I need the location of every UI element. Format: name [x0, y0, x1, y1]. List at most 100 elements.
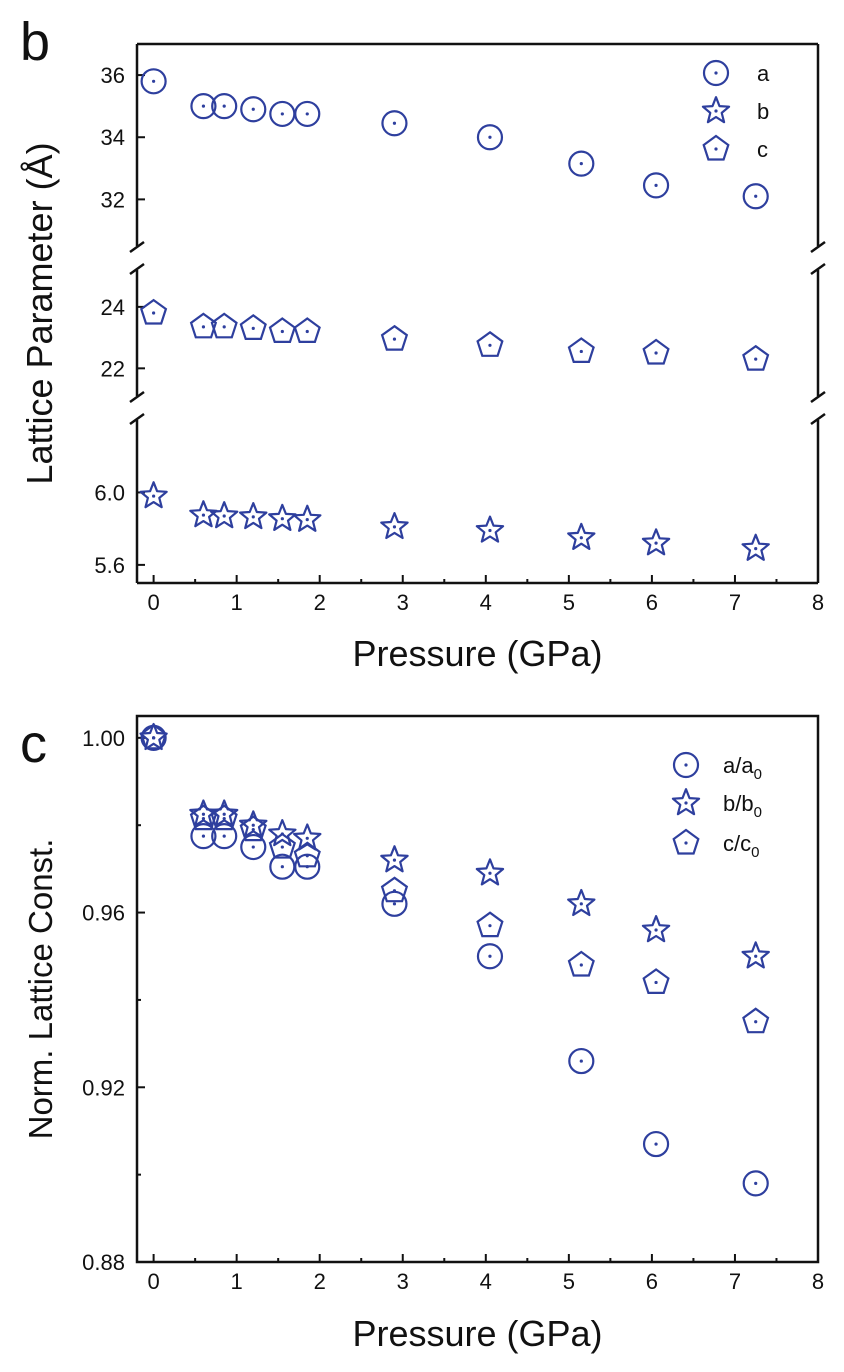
panel-c-point-star-dot	[152, 736, 156, 740]
panel-b-point-a-shape	[568, 150, 595, 177]
panel-c-point-pentagon	[567, 950, 595, 977]
panel-b-point-c-dot	[305, 329, 309, 334]
panel-c-point-circle-shape	[240, 833, 267, 861]
panel-c-point-circle-shape	[742, 1170, 769, 1197]
panel-b-point-a-shape	[381, 110, 408, 137]
panel-c-point-pentagon-dot	[305, 854, 309, 858]
panel-c-point-star-shape	[139, 722, 168, 751]
panel-b-point-a-shape	[742, 183, 769, 210]
panel-c-point-star	[293, 823, 322, 851]
panel-c-point-circle-shape	[211, 823, 238, 850]
panel-b-point-c-shape	[642, 338, 670, 365]
panel-c-point-star-shape	[741, 941, 770, 969]
panel-c-point-circle-shape	[190, 823, 217, 850]
panel-b-point-a-dot	[280, 112, 284, 116]
panel-c-xtick-label: 0	[147, 1269, 159, 1294]
panel-c-point-pentagon-dot	[251, 827, 255, 832]
panel-b-point-a-dot	[201, 104, 206, 108]
panel-b-legend-label-a: a	[757, 61, 770, 86]
panel-b-point-b-shape	[380, 511, 409, 540]
panel-c-point-pentagon-shape	[742, 1007, 770, 1034]
panel-b-point-a-dot	[654, 183, 658, 187]
panel-c-point-star	[741, 941, 770, 969]
panel-c-ytick-label: 1.00	[82, 726, 125, 751]
panel-c-point-pentagon-shape	[567, 950, 595, 977]
panel-b-point-b	[741, 533, 770, 561]
panel-c-xtick-label: 1	[231, 1269, 243, 1294]
panel-c-point-star-dot	[392, 858, 397, 862]
panel-c-point-pentagon-dot	[488, 924, 492, 928]
panel-c-point-star	[268, 818, 297, 847]
panel-b-break-mark-1-1a	[810, 390, 826, 404]
panel-b-point-a	[240, 96, 267, 123]
panel-c-x-axis-title: Pressure (GPa)	[352, 1313, 602, 1354]
panel-b-ytick-label: 34	[101, 125, 125, 150]
panel-b-point-c	[742, 344, 770, 371]
panel-c-point-pentagon	[476, 911, 504, 938]
panel-b-point-a	[381, 110, 408, 137]
panel-c-point-star-shape	[380, 845, 409, 873]
panel-b-point-c-dot	[754, 357, 758, 361]
panel-c-legend-marker-pentagon-shape	[672, 828, 700, 855]
panel-b-break-mark-1-0a	[129, 390, 145, 404]
panel-b-point-c	[268, 317, 296, 343]
panel-b-xtick-label: 6	[646, 590, 658, 615]
panel-b-point-a	[476, 124, 504, 151]
panel-c-point-pentagon-shape	[140, 723, 168, 750]
panel-c-xtick-label: 3	[397, 1269, 409, 1294]
panel-b-point-b	[293, 504, 322, 532]
panel-c-point-circle-dot	[251, 845, 255, 849]
panel-b-ytick-label: 24	[101, 295, 125, 320]
panel-b-point-c-shape	[380, 324, 409, 351]
panel-b-point-c-dot	[280, 329, 284, 334]
panel-b-point-c	[567, 337, 595, 363]
panel-c-xtick-label: 4	[480, 1269, 492, 1294]
panel-c-legend-marker-pentagon	[672, 828, 700, 855]
panel-b-point-a-dot	[754, 194, 758, 198]
panel-c-xtick-label: 7	[729, 1269, 741, 1294]
panel-b-point-b-shape	[268, 503, 297, 532]
panel-c-point-pentagon-shape	[380, 876, 409, 903]
panel-b-legend-label-c: c	[757, 137, 768, 162]
panel-c-point-star-shape	[567, 888, 596, 917]
panel-b-point-c-shape	[742, 344, 770, 371]
panel-b-point-a-shape	[476, 124, 504, 151]
panel-b-ytick-label: 5.6	[94, 553, 125, 578]
panel-c-point-pentagon-dot	[754, 1020, 758, 1024]
panel-c-point-circle-shape	[642, 1130, 670, 1158]
panel-b-xtick-label: 8	[812, 590, 824, 615]
panel-b-point-a	[140, 68, 167, 95]
panel-c-point-star-dot	[201, 812, 206, 816]
panel-b-point-b-shape	[139, 481, 168, 509]
panel-b-ytick-label: 22	[101, 356, 125, 381]
panel-b-break-mark-0-1b	[810, 262, 826, 276]
panel-b-ytick-label: 6.0	[94, 480, 125, 505]
panel-c-point-star	[567, 888, 596, 917]
panel-c-point-pentagon-dot	[280, 845, 284, 849]
panel-c-point-star-shape	[239, 810, 268, 838]
panel-b-point-a-dot	[305, 112, 309, 116]
panel-c-point-circle-dot	[654, 1142, 658, 1146]
panel-b-point-a	[642, 172, 670, 199]
panel-c-legend-label-main: b/b	[723, 791, 754, 816]
panel-c-point-circle-shape	[476, 943, 504, 970]
panel-b-point-a-shape	[211, 93, 238, 120]
panel-c-point-pentagon-dot	[201, 817, 206, 821]
panel-c-legend-label-circle: a/a0	[723, 753, 762, 783]
panel-b-point-a-dot	[579, 162, 583, 166]
panel-b-point-b-shape	[210, 501, 239, 529]
panel-c-point-circle-dot	[754, 1181, 758, 1185]
panel-c-ytick-label: 0.92	[82, 1075, 125, 1100]
panel-b-point-a	[269, 100, 296, 128]
panel-c-point-circle	[742, 1170, 769, 1197]
panel-b-point-a-shape	[294, 100, 321, 128]
panel-c-point-star	[210, 799, 239, 827]
panel-b-point-c-dot	[222, 325, 226, 329]
panel-c-legend-label-subscript: 0	[754, 804, 762, 821]
panel-b-point-b-dot	[392, 525, 397, 529]
panel-c-point-pentagon	[742, 1007, 770, 1034]
panel-b-legend-marker-b	[701, 96, 731, 124]
panel-b-legend-marker-b-shape	[701, 96, 731, 124]
panel-c-point-circle-dot	[488, 954, 492, 958]
